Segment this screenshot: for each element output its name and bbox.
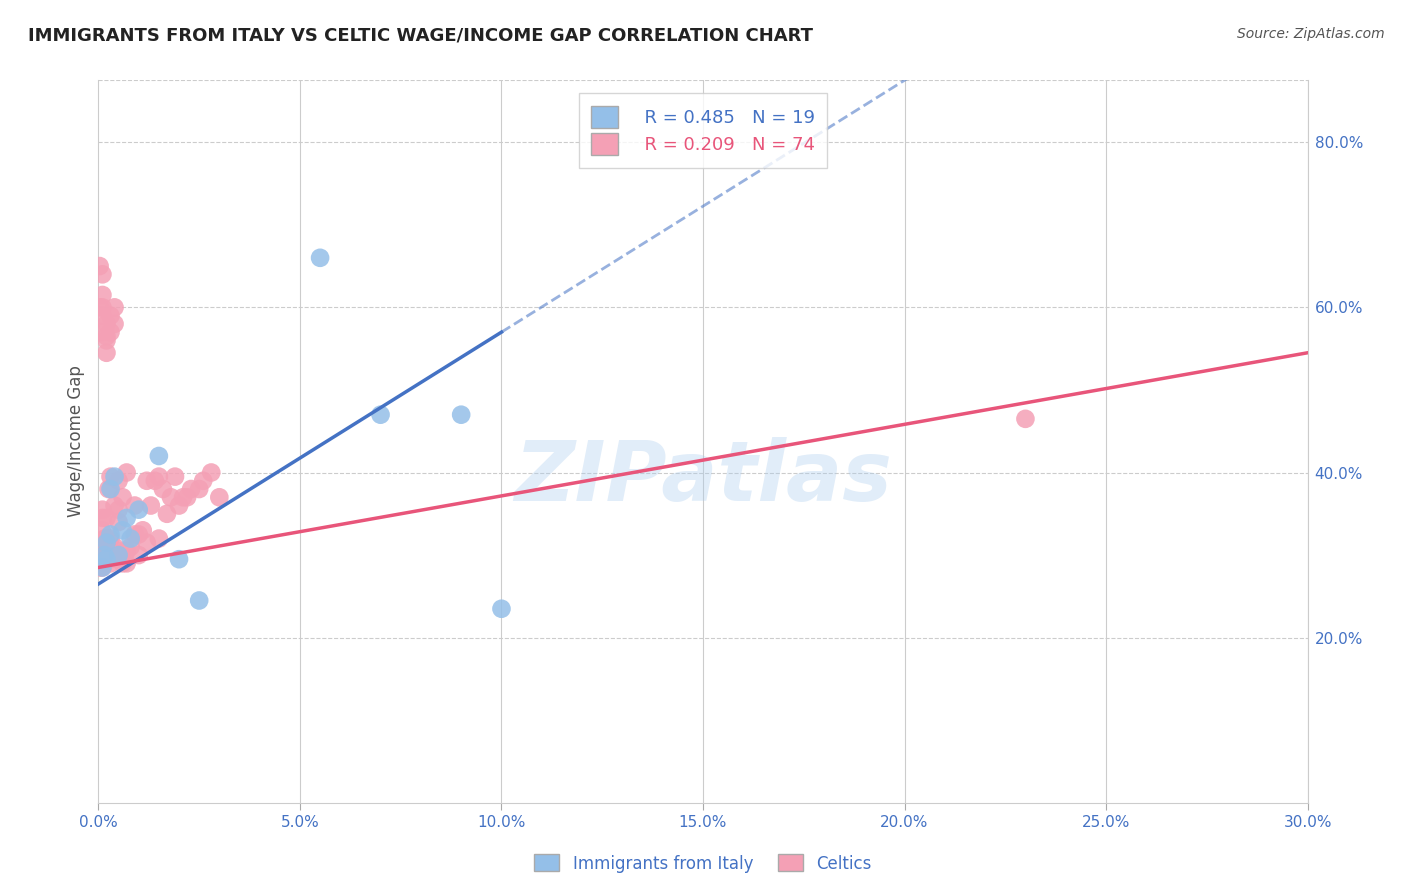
Point [93,540,115,554]
Point [107,548,129,562]
Point [148,469,170,483]
Point [89,301,111,315]
Text: Source: ZipAtlas.com: Source: ZipAtlas.com [1237,27,1385,41]
Point [370,408,392,422]
Point [96,511,118,525]
Point [96,552,118,566]
Point [100,325,122,339]
Point [91,288,114,302]
Point [96,548,118,562]
Point [100,552,122,566]
Point [96,532,118,546]
Point [124,499,146,513]
Point [156,507,179,521]
Point [91,548,114,562]
Point [172,490,194,504]
Point [93,548,115,562]
Point [176,490,198,504]
Point [90,524,112,538]
Point [115,557,138,571]
Point [135,535,157,549]
Point [193,474,215,488]
Point [111,524,134,538]
Point [115,544,138,558]
Point [120,532,142,546]
Point [100,544,122,558]
Point [103,469,125,483]
Point [160,490,183,504]
Point [107,552,129,566]
Point [107,544,129,558]
Point [450,408,472,422]
Point [188,482,211,496]
Point [111,490,134,504]
Y-axis label: Wage/Income Gap: Wage/Income Gap [66,366,84,517]
Point [96,334,118,348]
Point [188,593,211,607]
Text: ZIPatlas: ZIPatlas [515,437,891,518]
Point [91,502,114,516]
Point [152,482,174,496]
Point [180,482,202,496]
Point [491,601,513,615]
Point [89,259,111,273]
Point [128,527,150,541]
Point [91,309,114,323]
Point [91,268,114,282]
Point [100,557,122,571]
Point [103,317,125,331]
Point [107,474,129,488]
Point [107,515,129,529]
Point [143,474,166,488]
Point [100,482,122,496]
Point [167,552,190,566]
Point [111,548,134,562]
Point [103,301,125,315]
Point [208,490,231,504]
Point [139,499,162,513]
Point [97,482,120,496]
Point [96,535,118,549]
Point [91,560,114,574]
Point [309,251,332,265]
Point [96,345,118,359]
Point [1014,412,1036,426]
Point [91,557,114,571]
Point [135,474,157,488]
Point [100,527,122,541]
Point [103,540,125,554]
Point [167,499,190,513]
Point [200,466,222,480]
Legend:   R = 0.485   N = 19,   R = 0.209   N = 74: R = 0.485 N = 19, R = 0.209 N = 74 [579,93,827,168]
Point [90,325,112,339]
Point [148,532,170,546]
Point [128,502,150,516]
Point [93,532,115,546]
Point [103,548,125,562]
Legend: Immigrants from Italy, Celtics: Immigrants from Italy, Celtics [527,847,879,880]
Point [163,469,186,483]
Point [91,560,114,574]
Point [91,301,114,315]
Point [115,511,138,525]
Point [124,527,146,541]
Point [148,449,170,463]
Point [120,540,142,554]
Point [100,309,122,323]
Point [111,557,134,571]
Point [91,535,114,549]
Point [96,317,118,331]
Point [103,499,125,513]
Point [96,329,118,343]
Text: IMMIGRANTS FROM ITALY VS CELTIC WAGE/INCOME GAP CORRELATION CHART: IMMIGRANTS FROM ITALY VS CELTIC WAGE/INC… [28,27,813,45]
Point [100,532,122,546]
Point [128,548,150,562]
Point [115,466,138,480]
Point [89,560,111,574]
Point [100,469,122,483]
Point [91,511,114,525]
Point [132,524,155,538]
Point [107,502,129,516]
